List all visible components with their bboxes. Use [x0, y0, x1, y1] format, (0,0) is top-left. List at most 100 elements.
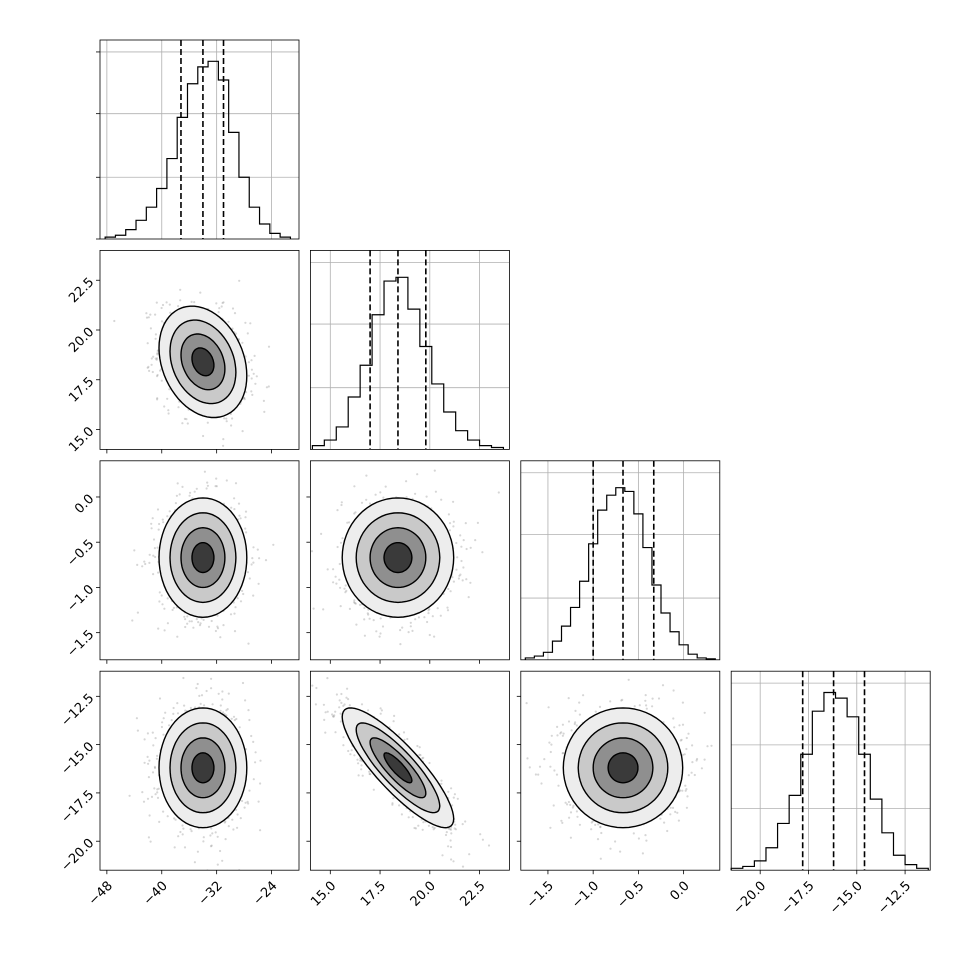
sample-point — [218, 307, 221, 310]
sample-point — [245, 531, 248, 534]
sample-point — [402, 731, 406, 734]
sample-point — [457, 577, 460, 580]
sample-point — [590, 828, 593, 831]
sample-point — [365, 498, 368, 501]
sample-point — [342, 744, 345, 747]
sample-point — [440, 779, 443, 782]
sample-point — [151, 370, 154, 374]
sample-point — [233, 630, 237, 633]
sample-point — [233, 612, 236, 615]
sample-point — [338, 578, 341, 581]
sample-point — [360, 703, 364, 706]
sample-point — [331, 713, 334, 716]
sample-point — [157, 571, 160, 574]
sample-point — [392, 720, 395, 723]
sample-point — [436, 607, 439, 610]
sample-point — [160, 379, 163, 382]
sample-point — [552, 804, 555, 807]
sample-point — [459, 573, 462, 576]
sample-point — [679, 789, 682, 792]
sample-point — [210, 687, 213, 690]
sample-point — [224, 872, 226, 874]
sample-point — [252, 594, 255, 597]
sample-point — [135, 717, 138, 720]
sample-point — [133, 549, 136, 552]
sample-point — [217, 692, 220, 695]
sample-point — [235, 717, 238, 721]
sample-point — [156, 398, 159, 401]
sample-point — [209, 845, 213, 848]
sample-point — [249, 322, 252, 325]
sample-point — [206, 484, 209, 487]
sample-point — [210, 827, 213, 830]
sample-point — [186, 622, 189, 625]
sample-point — [267, 385, 270, 388]
sample-point — [468, 853, 471, 856]
sample-point — [131, 619, 134, 622]
sample-point — [379, 712, 382, 715]
sample-point — [454, 823, 457, 826]
sample-point — [162, 717, 165, 720]
sample-point — [235, 808, 238, 812]
sample-point — [566, 803, 569, 806]
sample-point — [225, 417, 228, 420]
sample-point — [265, 386, 268, 389]
sample-point — [407, 816, 410, 819]
sample-point — [142, 800, 146, 803]
sample-point — [195, 487, 198, 490]
sample-point — [203, 704, 206, 707]
sample-point — [181, 422, 184, 425]
sample-point — [216, 863, 219, 866]
sample-point — [158, 591, 161, 594]
sample-point — [195, 687, 198, 690]
sample-point — [233, 497, 236, 500]
sample-point — [338, 699, 341, 702]
sample-point — [232, 715, 236, 718]
sample-point — [205, 689, 208, 693]
sample-point — [439, 614, 442, 617]
sample-point — [242, 592, 245, 596]
sample-point — [340, 692, 343, 696]
sample-point — [399, 643, 402, 646]
sample-point — [197, 621, 200, 624]
sample-point — [264, 559, 268, 562]
sample-point — [144, 562, 147, 566]
sample-point — [222, 438, 225, 441]
sample-point — [339, 712, 342, 715]
sample-point — [449, 590, 452, 593]
sample-point — [469, 581, 472, 584]
sample-point — [157, 787, 160, 790]
sample-point — [369, 773, 372, 776]
sample-point — [453, 827, 456, 830]
sample-point — [365, 474, 368, 477]
sample-point — [182, 676, 185, 680]
sample-point — [417, 824, 420, 827]
sample-point — [449, 845, 453, 849]
sample-point — [379, 632, 382, 635]
sample-point — [168, 388, 171, 391]
sample-point — [452, 525, 455, 528]
sample-point — [250, 368, 253, 371]
sample-point — [247, 709, 250, 712]
sample-point — [234, 332, 238, 335]
contour-2 — [180, 526, 226, 589]
sample-point — [210, 677, 213, 680]
sample-point — [379, 707, 382, 710]
sample-point — [161, 518, 164, 521]
sample-point — [357, 762, 360, 765]
sample-point — [341, 537, 344, 540]
sample-point — [154, 313, 157, 316]
sample-point — [347, 749, 350, 753]
sample-point — [189, 828, 192, 831]
sample-point — [399, 629, 402, 632]
sample-point — [427, 609, 430, 612]
sample-point — [177, 406, 180, 409]
contour-1 — [169, 512, 237, 604]
sample-point — [230, 717, 233, 720]
sample-point — [183, 704, 186, 707]
sample-point — [296, 698, 298, 700]
sample-point — [181, 824, 184, 827]
sample-point — [574, 721, 577, 724]
sample-point — [368, 617, 371, 620]
sample-point — [432, 828, 435, 831]
